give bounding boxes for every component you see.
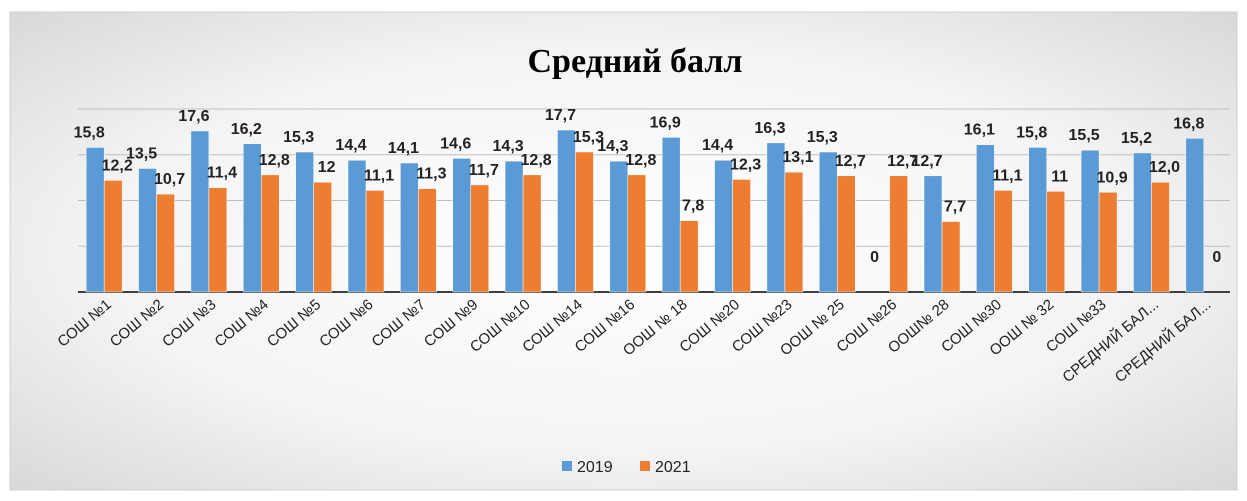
data-label: 11 [1051,168,1068,185]
data-label: 16,2 [231,121,262,138]
data-label: 12,8 [625,152,656,169]
data-label: 12,7 [835,153,866,170]
data-label: 12,7 [911,153,942,170]
bar [470,184,489,293]
legend-label: 2019 [577,459,613,476]
bar [1046,191,1065,293]
data-label: 11,1 [992,167,1022,184]
bar [313,181,332,293]
bar [1185,138,1205,293]
bar [732,179,751,293]
data-label: 15,8 [1016,124,1047,141]
legend-label: 2021 [655,459,691,476]
data-label: 0 [1212,249,1221,266]
bar [627,174,647,293]
chart-title: Средний балл [527,43,742,80]
data-label: 15,8 [74,124,105,141]
data-label: 10,9 [1097,169,1128,186]
bar [365,190,385,293]
bar [575,151,594,293]
data-label: 16,1 [964,122,995,139]
data-label: 13,5 [126,145,157,162]
data-label: 14,6 [440,135,471,152]
data-label: 15,5 [1069,127,1100,144]
bar [837,175,856,293]
data-label: 12,8 [521,152,552,169]
bar [679,220,699,293]
data-label: 14,3 [597,138,628,155]
data-label: 7,7 [944,199,966,216]
data-label: 17,7 [545,107,576,124]
bar [103,180,123,293]
bar [156,193,175,293]
data-label: 11,7 [469,162,499,179]
data-label: 16,3 [754,120,785,137]
data-label: 11,1 [364,167,394,184]
data-label: 13,1 [782,149,813,166]
data-label: 14,1 [388,140,419,157]
data-label: 14,3 [493,138,524,155]
data-label: 15,3 [807,129,838,146]
bar [504,160,524,293]
bar [1151,181,1170,293]
bar [557,129,576,293]
bar [261,174,280,293]
data-label: 16,8 [1173,115,1204,132]
data-label: 0 [870,249,879,266]
bar [819,151,838,293]
data-label: 12,2 [102,157,133,174]
data-label: 12,0 [1149,159,1180,176]
bar [994,190,1013,293]
bar [295,151,314,293]
bar [1028,147,1047,293]
data-label: 16,9 [650,114,681,131]
data-label: 14,4 [702,137,733,154]
bar [714,159,733,293]
data-label: 12,7 [887,153,918,170]
bar [190,130,210,293]
legend-swatch [562,461,572,471]
data-label: 12,3 [730,156,761,173]
data-label: 7,8 [682,198,704,215]
bar [941,221,961,293]
data-label: 12,8 [259,152,290,169]
data-label: 15,3 [573,129,604,146]
data-label: 11,4 [207,165,237,182]
bar [208,187,228,293]
bar [609,160,629,293]
data-label: 17,6 [178,108,209,125]
bar [923,175,943,293]
legend-swatch [640,461,650,471]
data-label: 15,3 [283,129,314,146]
data-label: 10,7 [154,171,185,188]
bar [522,174,542,293]
data-label: 11,3 [416,166,446,183]
bar [661,137,681,293]
data-label: 12 [318,159,336,176]
bar [889,175,908,293]
bar [418,188,437,293]
data-label: 14,4 [335,137,366,154]
bar [1098,192,1118,293]
bar [784,171,804,293]
data-label: 15,2 [1121,130,1152,147]
